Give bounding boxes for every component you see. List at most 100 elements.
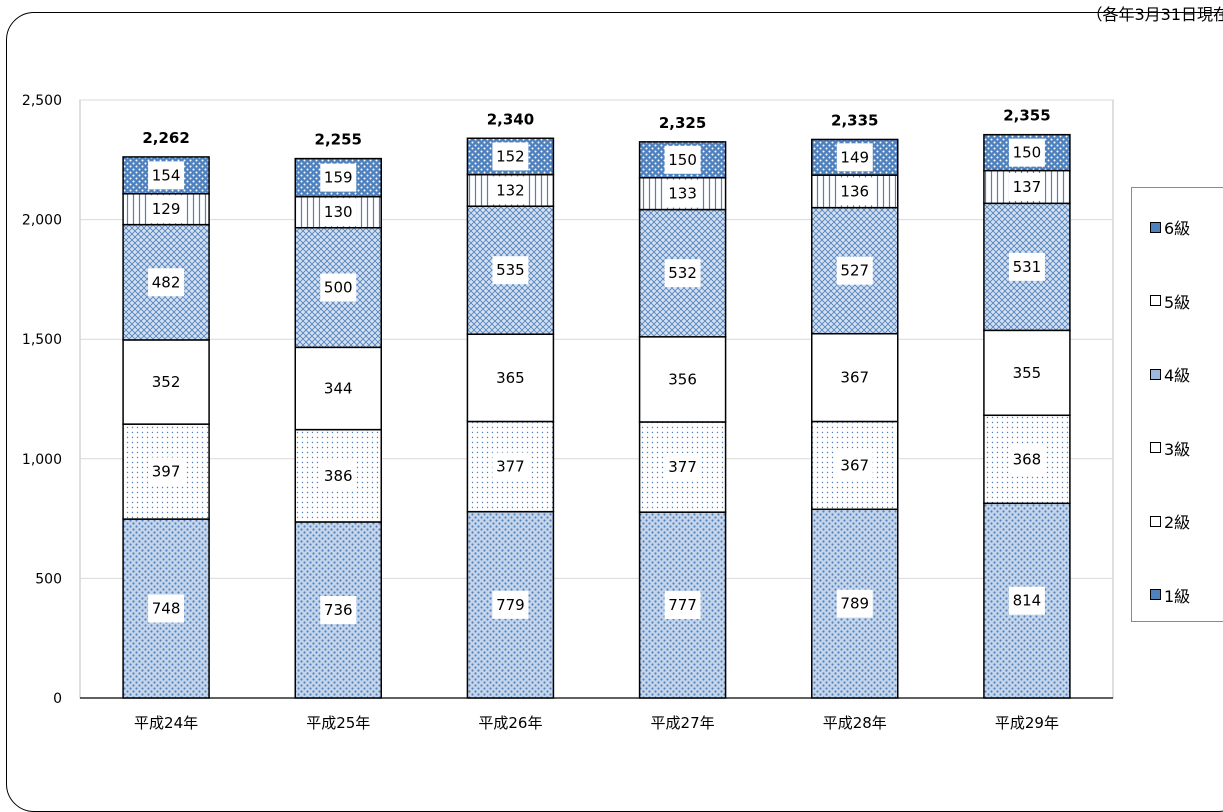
data-label: 777	[668, 596, 697, 614]
x-tick-label: 平成25年	[306, 714, 370, 732]
data-label-box	[836, 451, 873, 480]
data-label: 736	[324, 601, 353, 619]
data-label: 482	[152, 273, 181, 291]
data-label-box	[492, 256, 529, 285]
y-tick-label: 500	[35, 571, 62, 587]
data-label: 150	[668, 151, 697, 169]
data-label-box	[664, 145, 701, 174]
data-label-box	[492, 590, 529, 619]
legend-label: 6級	[1164, 219, 1191, 238]
data-label: 129	[152, 200, 181, 218]
bars	[122, 133, 1071, 699]
data-label-box	[320, 198, 357, 227]
data-label: 527	[840, 262, 869, 280]
x-tick-label: 平成27年	[651, 714, 715, 732]
legend-item: 2級	[1150, 511, 1191, 532]
bar-segment	[811, 332, 899, 423]
data-label-box	[836, 143, 873, 172]
plot-area	[79, 99, 1114, 699]
data-label: 356	[668, 370, 697, 388]
legend-item: 4級	[1150, 364, 1191, 385]
x-tick-label: 平成28年	[823, 714, 887, 732]
data-label: 136	[840, 182, 869, 200]
total-label: 2,355	[1003, 107, 1050, 125]
data-label-box	[320, 163, 357, 192]
data-label-box	[664, 591, 701, 620]
data-label-box	[320, 374, 357, 403]
legend-swatch	[1150, 295, 1161, 306]
data-label-box	[836, 256, 873, 285]
data-label: 133	[668, 185, 697, 203]
legend-swatch	[1150, 589, 1161, 600]
total-label: 2,340	[487, 110, 534, 128]
data-label-box	[492, 176, 529, 205]
data-label: 344	[324, 379, 353, 397]
data-label: 368	[1013, 450, 1042, 468]
data-label-box	[664, 365, 701, 394]
legend-item: 3級	[1150, 438, 1191, 459]
data-label-box	[1008, 586, 1045, 615]
data-label: 355	[1013, 364, 1042, 382]
data-label: 365	[496, 369, 525, 387]
data-label-box	[836, 589, 873, 618]
legend-label: 3級	[1164, 439, 1191, 459]
data-label-box	[1008, 138, 1045, 167]
data-label: 152	[496, 147, 525, 165]
data-label-box	[836, 177, 873, 206]
data-label-box	[664, 179, 701, 208]
data-label: 159	[324, 169, 353, 187]
legend: 6級 5級 4級 3級 2級 1級	[1131, 187, 1223, 622]
data-label-box	[148, 195, 185, 224]
axes: 0 500 1,000 1,500 2,000 2,500 平成24年 平成25年 平成26年 平…	[22, 93, 1113, 732]
data-label: 397	[152, 463, 181, 481]
legend-swatch	[1150, 221, 1161, 233]
legend-label: 4級	[1164, 366, 1191, 385]
data-label: 531	[1013, 258, 1042, 276]
x-tick-label: 平成26年	[478, 714, 542, 732]
y-tick-label: 1,500	[22, 332, 62, 348]
data-label: 154	[152, 166, 181, 184]
data-label-box	[1008, 358, 1045, 387]
data-label: 352	[152, 373, 181, 391]
legend-item: 6級	[1150, 217, 1191, 238]
x-tick-label: 平成29年	[995, 714, 1059, 732]
data-label-box	[320, 461, 357, 490]
data-label-box	[492, 142, 529, 171]
data-label-box	[148, 161, 185, 190]
data-label-box	[320, 595, 357, 624]
legend-swatch	[1150, 442, 1161, 453]
legend-label: 5級	[1164, 292, 1191, 312]
x-tick-label: 平成24年	[134, 714, 198, 732]
date-note: （各年3月31日現在）	[1086, 5, 1223, 24]
data-labels: 748 397 352 482 129 154 2,262 736 386 344 500 130 15…	[142, 107, 1051, 624]
data-label-box	[492, 363, 529, 392]
legend-label: 2級	[1164, 513, 1191, 532]
total-label: 2,262	[142, 129, 189, 147]
y-tick-label: 1,000	[22, 452, 62, 468]
data-label: 814	[1013, 592, 1042, 610]
data-label-box	[148, 268, 185, 297]
data-label: 789	[840, 595, 869, 613]
gridlines	[79, 99, 1114, 699]
legend-swatch	[1150, 515, 1161, 527]
data-label: 130	[324, 203, 353, 221]
total-label: 2,255	[315, 131, 362, 149]
y-tick-label: 0	[53, 691, 62, 707]
data-label: 377	[496, 458, 525, 476]
legend-item: 1級	[1150, 585, 1190, 606]
data-label: 500	[324, 279, 353, 297]
data-label: 367	[840, 369, 869, 387]
data-label-box	[664, 259, 701, 288]
data-label-box	[1008, 172, 1045, 201]
data-label-box	[148, 594, 185, 623]
data-label-box	[320, 273, 357, 302]
data-label: 149	[840, 148, 869, 166]
data-label: 132	[496, 181, 525, 199]
data-label-box	[148, 457, 185, 486]
total-label: 2,325	[659, 114, 706, 132]
legend-swatch	[1150, 368, 1161, 380]
data-label: 748	[152, 600, 181, 618]
legend-item: 5級	[1150, 291, 1191, 312]
data-label: 150	[1013, 144, 1042, 162]
